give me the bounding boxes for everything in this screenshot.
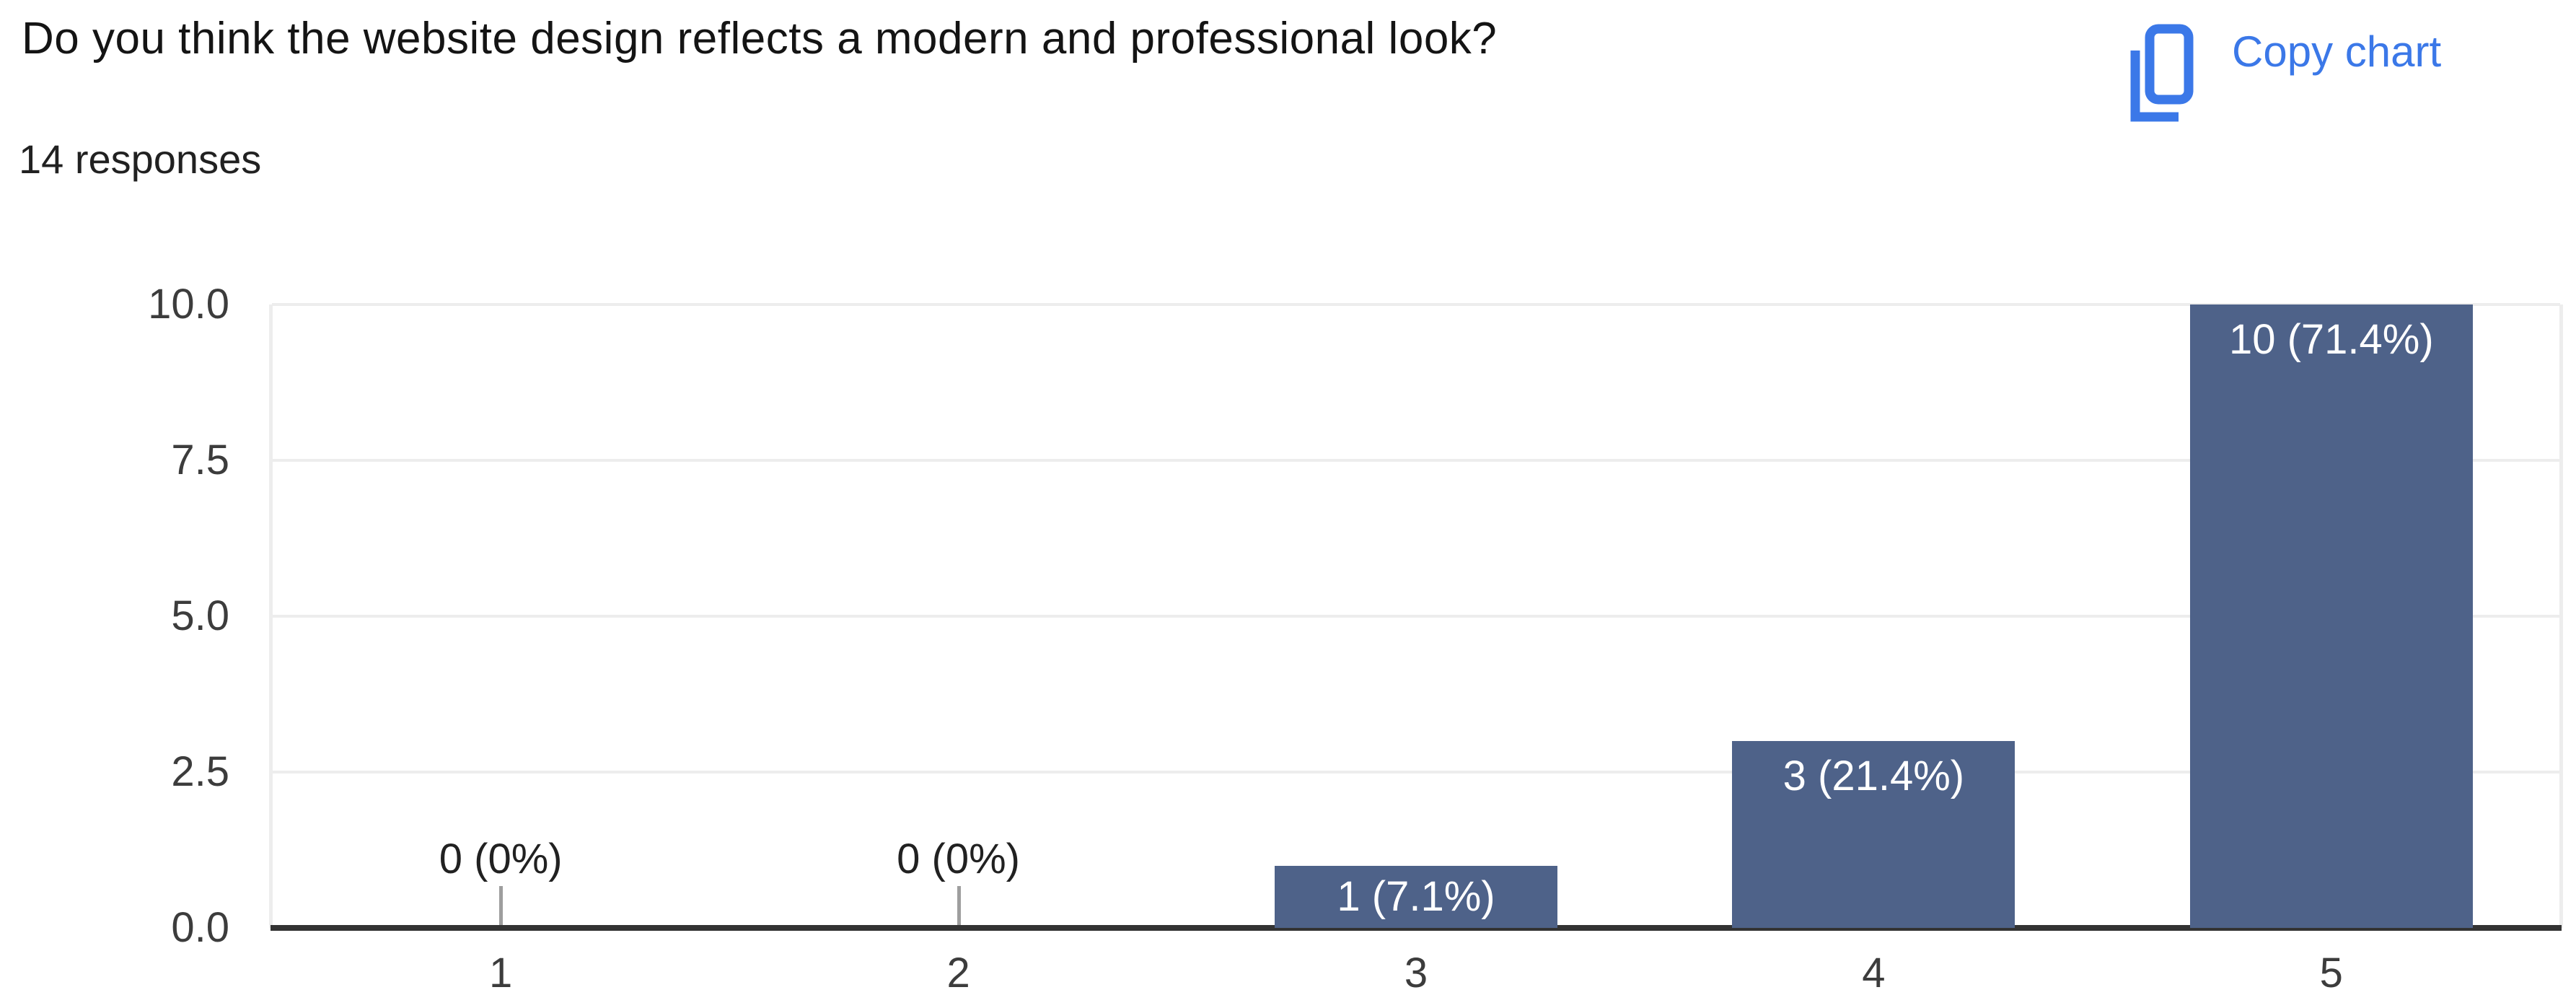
bar-value-label: 10 (71.4%) — [2228, 316, 2434, 363]
x-tick-label: 4 — [1862, 950, 1886, 996]
plot-left-border — [269, 304, 273, 928]
y-tick-label: 10.0 — [148, 281, 229, 328]
bar[interactable] — [1275, 865, 1557, 928]
y-tick-label: 0.0 — [171, 904, 229, 951]
y-tick-label: 2.5 — [171, 748, 229, 795]
bar-value-label: 1 (7.1%) — [1337, 872, 1495, 920]
response-count: 14 responses — [19, 136, 262, 182]
gridline — [272, 771, 2560, 773]
zero-tick-stub — [957, 886, 961, 925]
x-tick-label: 2 — [946, 950, 970, 996]
copy-icon — [2130, 24, 2194, 122]
zero-value-label: 0 (0%) — [897, 836, 1020, 882]
y-tick-label: 5.0 — [171, 592, 229, 639]
gridline — [272, 303, 2560, 306]
x-tick-label: 1 — [489, 950, 513, 996]
x-tick-label: 5 — [2319, 950, 2343, 996]
plot-right-border — [2559, 304, 2563, 928]
copy-chart-label: Copy chart — [2232, 27, 2442, 76]
question-title: Do you think the website design reflects… — [22, 14, 1498, 63]
x-tick-label: 3 — [1404, 950, 1428, 996]
zero-value-label: 0 (0%) — [439, 836, 563, 882]
zero-tick-stub — [499, 886, 504, 925]
x-axis-line — [271, 925, 2562, 931]
bar-value-label: 3 (21.4%) — [1782, 752, 1965, 799]
gridline — [272, 615, 2560, 618]
bar[interactable] — [1732, 740, 2015, 928]
gridline — [272, 459, 2560, 462]
bar[interactable] — [2189, 304, 2473, 928]
y-tick-label: 7.5 — [171, 437, 229, 483]
copy-chart-button[interactable]: Copy chart — [2128, 17, 2441, 126]
